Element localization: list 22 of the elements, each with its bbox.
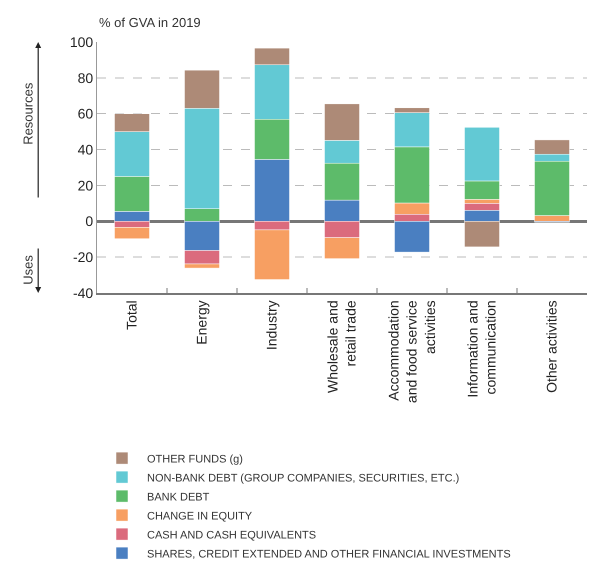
legend-label: OTHER FUNDS (g) [147, 453, 243, 466]
x-tick-label: Other activities [544, 300, 560, 393]
x-tick-label: Wholesale and retail trade [324, 300, 359, 393]
x-tick-label: Energy [194, 300, 210, 345]
y-tick-label: 0 [85, 213, 94, 230]
legend-label: CASH AND CASH EQUIVALENTS [147, 529, 316, 542]
text: Uses [20, 254, 36, 285]
y-tick-label: 60 [78, 106, 94, 122]
legend-label: SHARES, CREDIT EXTENDED AND OTHER FINANCIAL INVESTMENTS [147, 548, 511, 560]
text: Resources [20, 82, 36, 145]
x-tick-label: Industry [264, 300, 280, 350]
legend-label: CHANGE IN EQUITY [147, 510, 253, 522]
y-tick-label: -20 [72, 249, 94, 266]
y-tick-label: 80 [78, 70, 94, 86]
x-tick-label: Total [124, 300, 140, 330]
y-tick-label: 40 [78, 141, 94, 158]
legend-label: NON-BANK DEBT (GROUP COMPANIES, SECURITIES, ETC.) [147, 472, 460, 484]
y-tick-label: -40 [72, 284, 94, 301]
legend-label: BANK DEBT [147, 491, 210, 504]
y-tick-label: 20 [78, 177, 94, 194]
y-axis-title: % of GVA in 2019 [99, 15, 201, 30]
y-tick-label: 100 [70, 34, 94, 50]
